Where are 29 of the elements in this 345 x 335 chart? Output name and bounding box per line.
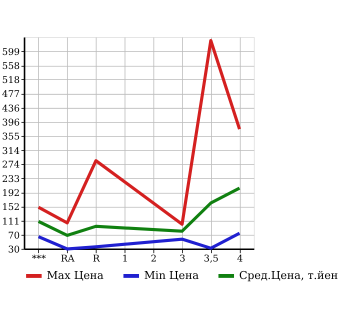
y-tick-label: 518 [2,74,20,86]
y-tick-label: 192 [2,188,20,200]
y-tick-label: 396 [2,117,20,128]
y-tick-label: 233 [2,174,20,185]
x-tick-label: R [92,254,101,265]
y-tick-label: 30 [8,244,20,256]
y-tick-label: 152 [2,202,20,214]
legend-label: Min Цена [144,269,200,282]
x-tick-label: *** [32,254,46,265]
y-tick-label: 274 [2,160,20,171]
x-tick-label: 1 [122,254,128,265]
x-tick-label: RA [60,254,75,265]
legend-label: Max Цена [46,269,104,282]
y-tick-label: 477 [2,89,20,100]
line-series [36,232,242,250]
y-tick-label: 436 [2,103,20,114]
y-tick-label: 314 [2,146,20,157]
legend-label: Сред.Цена, т.йен [239,269,338,282]
line-series [36,38,242,226]
y-tick-label: 70 [8,230,20,242]
y-tick-label: 111 [2,216,20,228]
y-tick-label: 355 [2,132,20,143]
x-tick-label: 4 [236,254,243,265]
x-tick-label: 3,5 [204,254,219,265]
y-tick-label: 558 [2,61,20,72]
y-tick-label: 599 [2,46,20,58]
line-series [36,186,242,237]
x-tick-label: 2 [150,254,157,265]
x-tick-label: 3 [180,254,186,265]
